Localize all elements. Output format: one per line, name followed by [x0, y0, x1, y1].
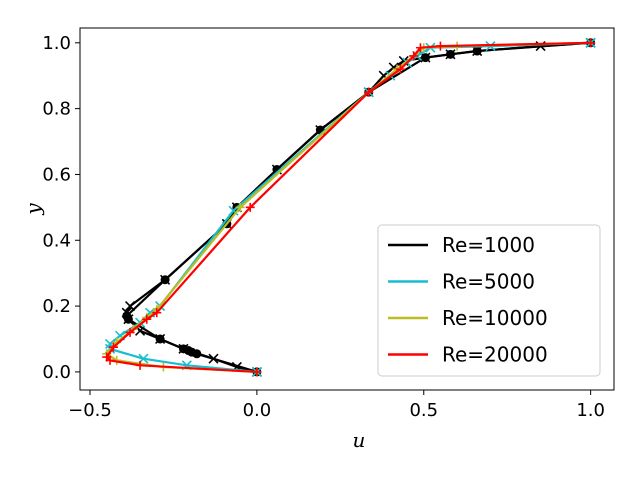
data-point: [245, 202, 255, 212]
data-point: [102, 352, 112, 362]
data-point: [586, 38, 596, 48]
data-point: [125, 327, 135, 337]
data-point: [124, 301, 136, 312]
data-point: [409, 51, 419, 61]
data-point: [252, 367, 262, 377]
y-tick-label: 0.2: [42, 296, 71, 317]
data-point: [395, 64, 405, 74]
y-tick-label: 0.0: [42, 362, 71, 383]
legend-label: Re=20000: [442, 343, 548, 367]
x-tick-label: 0.0: [243, 400, 272, 421]
x-axis-ticks: −0.5 0.0 0.5 1.0: [68, 390, 605, 421]
x-tick-label: 0.5: [409, 400, 438, 421]
data-point: [135, 360, 145, 370]
data-point: [152, 308, 162, 318]
data-point: [155, 333, 166, 345]
data-point: [235, 202, 245, 212]
data-point: [178, 343, 189, 354]
legend-label: Re=5000: [442, 270, 535, 294]
data-point: [445, 49, 456, 60]
data-point: [472, 45, 483, 57]
plot-frame: [79, 27, 615, 391]
x-tick-label: −0.5: [68, 400, 112, 421]
y-tick-label: 0.4: [42, 230, 71, 251]
x-axis-label: u: [353, 428, 366, 452]
data-point: [364, 87, 374, 97]
legend-box: [377, 224, 601, 377]
data-point: [435, 41, 445, 51]
data-point: [160, 274, 171, 285]
data-point: [420, 52, 431, 63]
y-tick-label: 1.0: [42, 33, 71, 54]
legend: Re=1000 Re=5000 Re=10000 Re=20000: [377, 224, 601, 377]
series-3: [102, 38, 596, 377]
series-layer: [102, 37, 596, 377]
data-point: [121, 307, 132, 318]
x-tick-label: 1.0: [576, 400, 605, 421]
y-axis-ticks: 0.0 0.2 0.4 0.6 0.8 1.0: [42, 33, 80, 383]
y-tick-label: 0.8: [42, 99, 71, 120]
data-point: [415, 43, 425, 53]
data-point: [108, 342, 118, 352]
legend-label: Re=1000: [442, 233, 535, 257]
data-point: [142, 314, 152, 324]
y-axis-label: y: [21, 203, 45, 216]
y-tick-label: 0.6: [42, 164, 71, 185]
data-point: [208, 353, 219, 364]
legend-label: Re=10000: [442, 306, 548, 330]
